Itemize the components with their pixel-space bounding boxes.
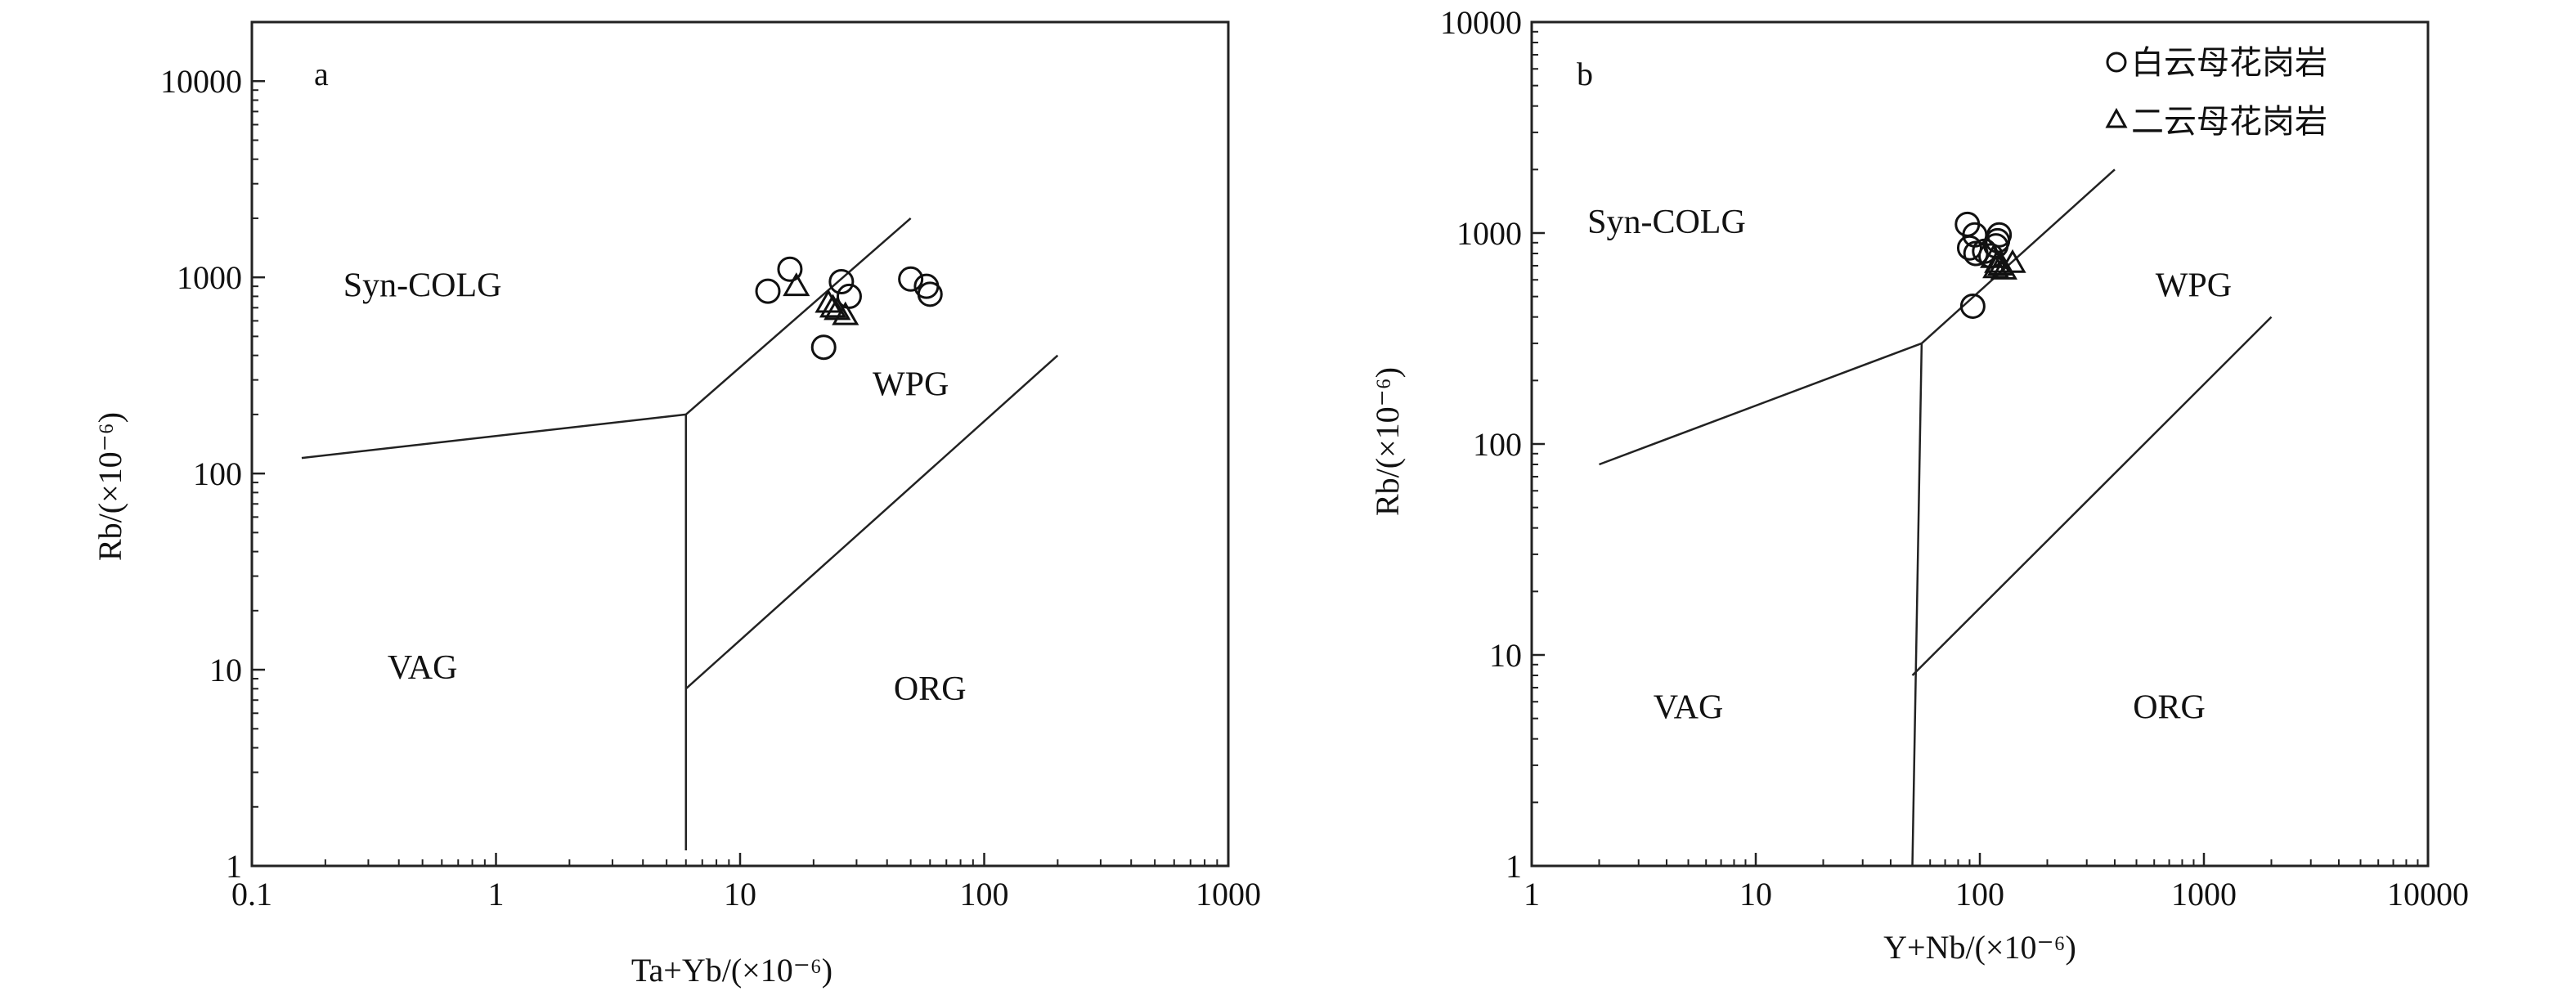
boundary-line [1921, 168, 2116, 344]
x-tick-label: 100 [1955, 876, 2004, 913]
x-tick-label: 10 [724, 876, 756, 913]
chart-panel-b: 1 10 100 1000 10000 1 10 100 1000 10000 Syn-COLG… [1369, 4, 2469, 966]
legend-label-circle: 白云母花岗岩 [2131, 44, 2327, 81]
field-label: WPG [873, 366, 949, 404]
x-tick-label: 10 [1739, 876, 1772, 913]
legend-label-triangle: 二云母花岗岩 [2131, 103, 2327, 140]
boundary-line [301, 413, 686, 460]
x-axis-label: Ta+Yb/(×10⁻⁶) [631, 952, 832, 989]
data-point-triangle [1999, 249, 2026, 273]
y-tick-label: 1 [226, 848, 242, 885]
data-points [755, 256, 943, 361]
data-point-circle [917, 281, 943, 307]
boundary-lines [1599, 168, 2273, 867]
data-point-circle [1956, 235, 1982, 261]
plot-frame [1530, 20, 2430, 868]
x-tick-label: 0.1 [231, 876, 272, 913]
y-tick-label: 10 [209, 652, 242, 688]
field-label: WPG [2156, 267, 2232, 305]
data-point-circle [1986, 222, 2013, 248]
data-point-triangle [815, 289, 842, 313]
y-tick-label: 10 [1489, 637, 1522, 674]
x-tick-label: 1 [1524, 876, 1540, 913]
boundary-line [1911, 343, 1923, 867]
y-axis-label: Rb/(×10⁻⁶) [92, 412, 128, 561]
field-labels: Syn-COLG WPG VAG ORG [1587, 204, 2232, 727]
x-tick-label: 100 [960, 876, 1009, 913]
field-labels: Syn-COLG WPG VAG ORG [343, 267, 967, 708]
boundary-line [684, 217, 912, 415]
field-label: ORG [894, 670, 967, 708]
x-axis-label: Y+Nb/(×10⁻⁶) [1883, 929, 2076, 966]
boundary-line [684, 354, 1059, 690]
y-tick-label: 100 [193, 455, 242, 492]
y-axis-label: Rb/(×10⁻⁶) [1369, 367, 1406, 516]
y-tick-label: 10000 [160, 63, 242, 100]
legend: 白云母花岗岩 二云母花岗岩 [2105, 44, 2327, 140]
data-point-triangle [1982, 254, 2010, 279]
boundary-line [1599, 342, 1923, 466]
data-point-circle [755, 278, 781, 304]
data-point-circle [828, 269, 855, 295]
x-axis-ticks: 0.1 1 10 100 1000 [231, 853, 1261, 913]
y-tick-label: 1 [1506, 848, 1522, 885]
x-tick-label: 1000 [2171, 876, 2237, 913]
plot-frame [250, 20, 1230, 868]
legend-circle-marker [2106, 52, 2127, 73]
y-tick-label: 10000 [1440, 4, 1522, 41]
legend-triangle-marker [2105, 107, 2128, 128]
field-label: Syn-COLG [1587, 204, 1746, 241]
data-points [1954, 211, 2026, 319]
boundary-lines [301, 217, 1059, 851]
y-tick-label: 100 [1473, 426, 1522, 463]
field-label: VAG [1654, 689, 1724, 727]
data-point-triangle [783, 272, 810, 297]
x-tick-label: 10000 [2387, 876, 2469, 913]
panel-label: a [314, 56, 329, 92]
data-point-triangle [819, 294, 847, 318]
data-point-circle [777, 256, 803, 282]
data-point-circle [898, 266, 924, 292]
data-point-triangle [1990, 255, 2017, 280]
data-point-circle [836, 283, 862, 309]
y-tick-label: 1000 [1456, 215, 1522, 252]
field-label: ORG [2133, 689, 2206, 727]
field-label: VAG [388, 649, 458, 687]
panel-label: b [1577, 56, 1593, 92]
y-axis-ticks: 1 10 100 1000 10000 [1440, 4, 1545, 885]
data-point-circle [1959, 293, 1986, 319]
y-tick-label: 1000 [177, 259, 242, 296]
boundary-line [1911, 316, 2273, 676]
data-point-triangle [832, 301, 859, 325]
x-tick-label: 1000 [1196, 876, 1261, 913]
y-axis-ticks: 1 10 100 1000 10000 [160, 21, 265, 885]
field-label: Syn-COLG [343, 267, 502, 304]
data-point-circle [810, 334, 837, 361]
x-tick-label: 1 [488, 876, 505, 913]
x-axis-ticks: 1 10 100 1000 10000 [1524, 853, 2469, 913]
